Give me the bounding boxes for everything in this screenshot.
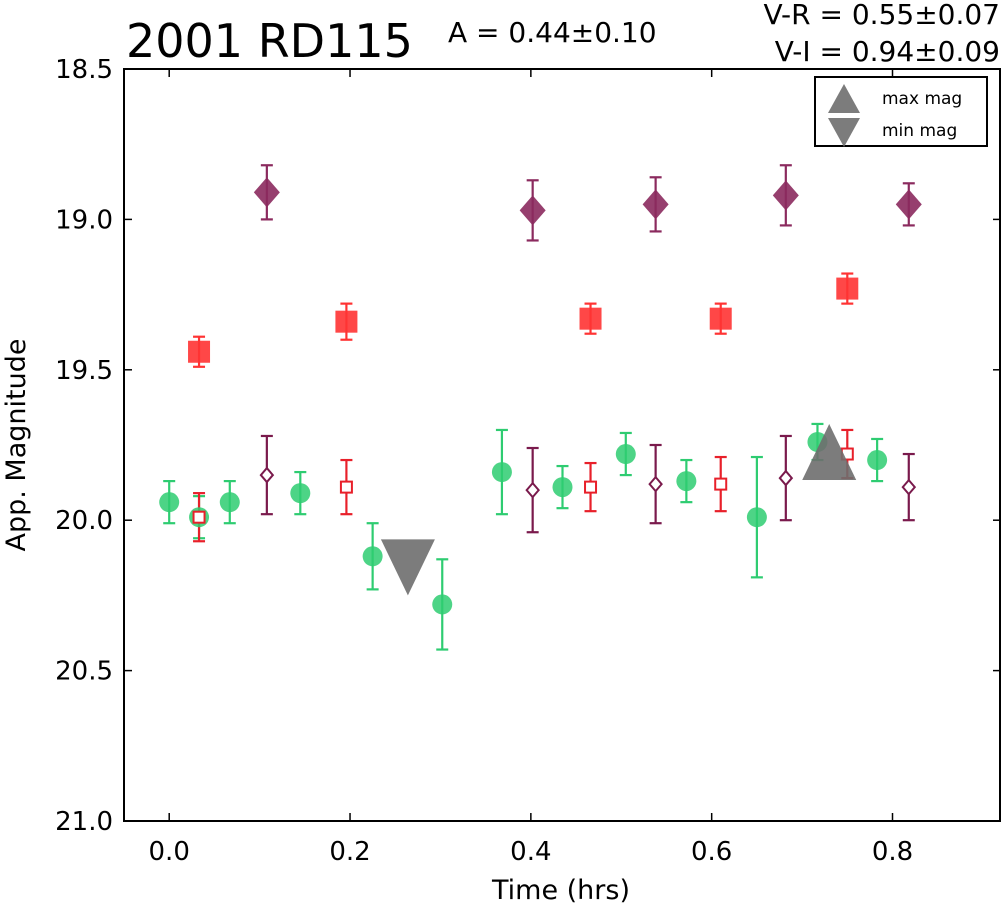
data-point-circle: [362, 546, 383, 567]
legend-max-label: max mag: [882, 89, 962, 109]
data-point-diamond-open: [259, 466, 275, 484]
max-mag-marker: [802, 424, 857, 481]
legend-min-label: min mag: [882, 121, 957, 141]
y-tick-label: 18.5: [55, 55, 113, 85]
v-r-color-annotation: V-R = 0.55±0.07: [764, 0, 1000, 31]
x-tick-label: 0.2: [329, 837, 370, 867]
amplitude-annotation: A = 0.44±0.10: [448, 16, 657, 49]
data-point-diamond: [642, 189, 669, 220]
plot-frame: [123, 68, 1001, 822]
x-tick-label: 0.8: [872, 837, 913, 867]
y-tick-label: 19.5: [55, 356, 113, 386]
data-point-circle: [219, 492, 240, 513]
data-point-diamond-open: [778, 469, 794, 487]
y-tick-label: 20.5: [55, 657, 113, 687]
data-point-diamond-open: [525, 481, 540, 499]
x-axis-label: Time (hrs): [491, 875, 630, 904]
data-point-square: [188, 340, 211, 363]
min-mag-marker: [380, 539, 435, 596]
v-i-color-annotation: V-I = 0.94±0.09: [775, 35, 1000, 68]
data-point-diamond-open: [901, 478, 917, 496]
data-point-square: [335, 310, 358, 333]
data-point-square: [709, 307, 732, 330]
data-point-square-open: [584, 480, 598, 494]
chart-title: 2001 RD115: [126, 14, 413, 68]
legend: max mag min mag: [814, 76, 988, 147]
data-point-diamond: [519, 195, 546, 226]
data-point-circle: [491, 462, 512, 483]
y-tick-label: 19.0: [55, 205, 113, 235]
data-point-circle: [676, 471, 697, 492]
data-point-circle: [867, 450, 888, 471]
data-point-square-open: [192, 510, 206, 524]
data-point-diamond: [772, 180, 799, 211]
data-point-circle: [615, 444, 636, 465]
data-point-circle: [290, 483, 311, 504]
x-tick-label: 0.4: [510, 837, 551, 867]
x-tick-label: 0.6: [691, 837, 732, 867]
y-tick-label: 20.0: [55, 506, 113, 536]
legend-min-marker: [828, 118, 860, 147]
data-point-circle: [432, 594, 453, 615]
x-tick-label: 0.0: [149, 837, 190, 867]
y-axis-label: App. Magnitude: [1, 339, 32, 552]
data-point-square-open: [339, 480, 353, 494]
data-point-square-open: [714, 477, 728, 491]
data-point-square: [579, 307, 602, 330]
data-point-diamond: [253, 177, 280, 208]
data-point-circle: [746, 507, 767, 528]
legend-max-marker: [828, 84, 860, 113]
data-point-circle: [159, 492, 180, 513]
data-point-diamond-open: [648, 475, 663, 493]
y-tick-label: 21.0: [55, 807, 113, 837]
data-point-circle: [552, 477, 573, 498]
data-point-diamond: [895, 189, 922, 220]
data-point-square: [836, 277, 859, 300]
